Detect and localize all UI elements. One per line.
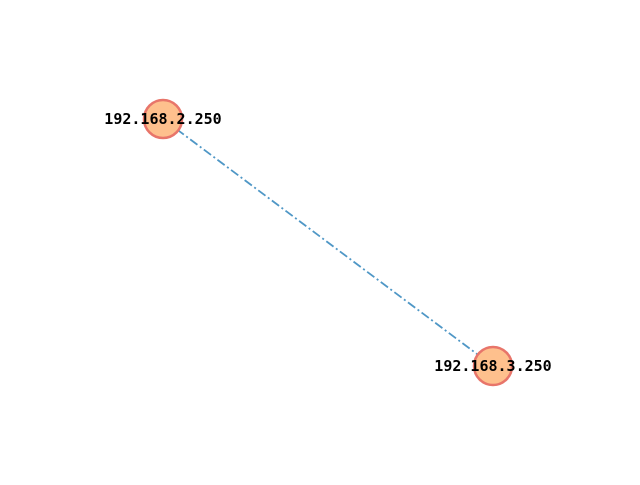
node-label: 192.168.3.250 <box>434 357 551 375</box>
node-circle[interactable] <box>472 345 514 387</box>
node-label: 192.168.2.250 <box>104 110 221 128</box>
node-192-168-3-250[interactable]: 192.168.3.250 <box>434 345 552 387</box>
edge-192-168-2-250-to-192-168-3-250 <box>162 118 494 367</box>
node-circle[interactable] <box>142 98 184 140</box>
node-192-168-2-250[interactable]: 192.168.2.250 <box>104 98 222 140</box>
